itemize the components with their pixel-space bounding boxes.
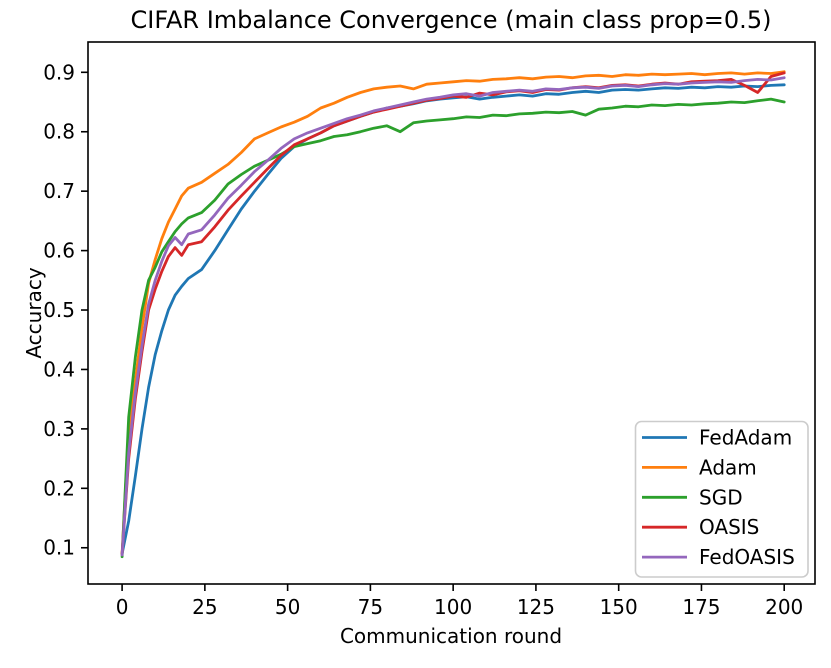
x-tick-label: 100	[434, 595, 472, 619]
y-axis-label: Accuracy	[22, 267, 46, 358]
x-tick-label: 50	[275, 595, 300, 619]
legend-label-fedadam: FedAdam	[699, 426, 792, 450]
legend-label-fedoasis: FedOASIS	[699, 545, 795, 569]
y-tick-label: 0.4	[43, 357, 75, 381]
legend-box	[634, 420, 809, 578]
legend-label-sgd: SGD	[699, 485, 743, 509]
chart-title: CIFAR Imbalance Convergence (main class …	[131, 6, 772, 34]
y-tick-label: 0.7	[43, 179, 75, 203]
series-line-adam	[120, 70, 786, 556]
x-tick-label: 25	[192, 595, 217, 619]
legend-label-adam: Adam	[699, 455, 757, 479]
y-tick-label: 0.6	[43, 239, 75, 263]
x-tick-label: 200	[765, 595, 803, 619]
series-line-sgd	[120, 97, 786, 559]
series-lines	[120, 70, 786, 559]
y-tick-label: 0.9	[43, 60, 75, 84]
y-tick-label: 0.1	[43, 536, 75, 560]
y-axis: 0.1 0.2 0.3 0.4 0.5 0.6 0.7 0.8 0.9	[43, 60, 88, 560]
y-tick-label: 0.3	[43, 417, 75, 441]
x-tick-label: 0	[116, 595, 129, 619]
x-tick-label: 75	[358, 595, 383, 619]
x-tick-label: 150	[600, 595, 638, 619]
series-line-fedoasis	[120, 76, 786, 557]
x-axis: 0 25 50 75 100 125 150 175 200	[116, 584, 803, 619]
legend: FedAdam Adam SGD OASIS FedOASIS	[634, 420, 809, 578]
y-tick-label: 0.8	[43, 120, 75, 144]
x-tick-label: 175	[682, 595, 720, 619]
x-axis-label: Communication round	[340, 624, 562, 648]
y-tick-label: 0.2	[43, 476, 75, 500]
x-tick-label: 125	[517, 595, 555, 619]
y-tick-label: 0.5	[43, 298, 75, 322]
legend-label-oasis: OASIS	[699, 515, 759, 539]
